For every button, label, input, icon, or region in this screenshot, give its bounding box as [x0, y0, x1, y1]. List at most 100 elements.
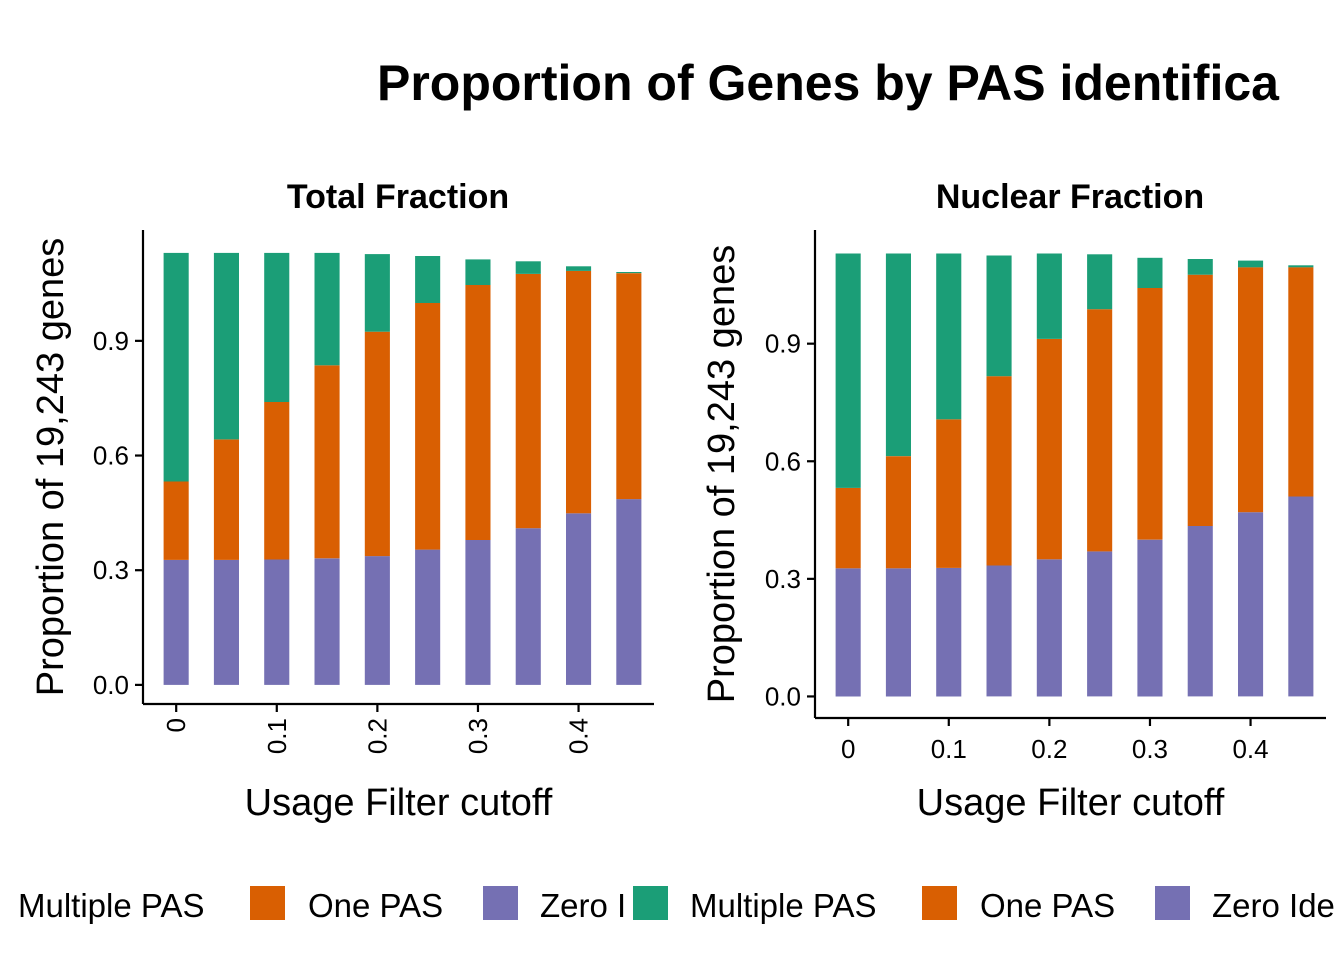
- bar-segment: [1288, 496, 1314, 697]
- bar-segment: [364, 331, 390, 557]
- bar-segment: [1238, 512, 1264, 697]
- bar-segment: [364, 556, 390, 685]
- legend-label: Multiple PAS: [18, 887, 204, 924]
- bar-segment: [465, 259, 491, 285]
- y-tick-label: 0.0: [765, 681, 801, 711]
- bar-segment: [1137, 539, 1163, 697]
- x-tick-label: 0.2: [362, 718, 392, 754]
- x-tick-label: 0.4: [1232, 734, 1268, 764]
- x-tick-label: 0: [841, 734, 855, 764]
- legend-label: One PAS: [308, 887, 443, 924]
- bar-segment: [364, 254, 390, 332]
- legend-label: One PAS: [980, 887, 1115, 924]
- y-tick-label: 0.9: [765, 329, 801, 359]
- bar-segment: [314, 365, 340, 559]
- y-axis-label: Proportion of 19,243 genes: [701, 245, 743, 703]
- bar-segment: [264, 559, 290, 685]
- bar-segment: [1187, 274, 1213, 526]
- y-tick-label: 0.6: [93, 441, 129, 471]
- bar-segment: [1137, 257, 1163, 288]
- y-tick-label: 0.9: [93, 326, 129, 356]
- x-tick-label: 0.1: [262, 718, 292, 754]
- bar-segment: [936, 253, 962, 420]
- bar-segment: [566, 513, 592, 685]
- bar-segment: [986, 376, 1012, 566]
- x-tick-label: 0.3: [463, 718, 493, 754]
- y-tick-label: 0.6: [765, 446, 801, 476]
- panel-title: Nuclear Fraction: [936, 178, 1204, 216]
- legend-key: [922, 886, 957, 920]
- x-tick-label: 0.3: [1132, 734, 1168, 764]
- bar-segment: [1036, 559, 1062, 697]
- legend-label: Zero Ide: [1212, 887, 1335, 924]
- bar-segment: [616, 499, 642, 685]
- y-axis-label: Proportion of 19,243 genes: [30, 238, 72, 696]
- bar-segment: [1087, 309, 1113, 552]
- bar-segment: [1087, 551, 1113, 697]
- bar-segment: [163, 481, 189, 560]
- bar-segment: [835, 487, 861, 569]
- bar-segment: [515, 274, 541, 529]
- bar-segment: [616, 272, 642, 274]
- x-tick-label: 0.2: [1031, 734, 1067, 764]
- bar-segment: [264, 252, 290, 402]
- legend-nuclear: Multiple PAS One PAS Zero Ide: [672, 872, 1344, 942]
- bar-segment: [213, 559, 239, 685]
- y-tick-label: 0.3: [93, 555, 129, 585]
- legend-key: [483, 886, 518, 920]
- legend-key: [633, 886, 668, 920]
- panel-nuclear-fraction: 0.0 0.3 0.6 0.9 0 0.1 0.2 0.3 0.4 Nuclear Fractio…: [701, 178, 1326, 824]
- legend-background: [672, 872, 1344, 942]
- bar-segment: [163, 252, 189, 482]
- legend-label: Multiple PAS: [690, 887, 876, 924]
- bar-segment: [1288, 265, 1314, 268]
- panel-title: Total Fraction: [287, 178, 509, 216]
- main-title: Proportion of Genes by PAS identifica: [377, 55, 1280, 111]
- bar-segment: [936, 419, 962, 568]
- bar-segment: [835, 568, 861, 697]
- legend-key: [1155, 886, 1190, 920]
- bar-segment: [1238, 267, 1264, 513]
- bar-segment: [1187, 259, 1213, 275]
- bar-segment: [415, 303, 441, 550]
- x-tick-label: 0.4: [564, 718, 594, 754]
- bar-segment: [1137, 288, 1163, 540]
- x-tick-label: 0.1: [931, 734, 967, 764]
- bar-segment: [986, 255, 1012, 377]
- bar-segment: [1238, 260, 1264, 268]
- bar-segment: [885, 456, 911, 569]
- bar-segment: [1187, 525, 1213, 697]
- legend-key: [250, 886, 285, 920]
- panel-total-fraction: 0.0 0.3 0.6 0.9 0 0.1 0.2 0.3 0.4 Total Fraction U…: [30, 178, 654, 824]
- bar-segment: [885, 568, 911, 697]
- bar-segment: [986, 565, 1012, 697]
- bar-segment: [415, 256, 441, 303]
- bar-segment: [213, 439, 239, 560]
- bar-segment: [885, 253, 911, 457]
- bar-segment: [1036, 339, 1062, 560]
- bar-segment: [515, 261, 541, 274]
- bar-segment: [835, 253, 861, 488]
- bar-segment: [616, 273, 642, 500]
- bar-segment: [314, 252, 340, 366]
- legend-total: Multiple PAS One PAS Zero I: [0, 872, 669, 942]
- bar-segment: [264, 402, 290, 560]
- x-axis-label: Usage Filter cutoff: [917, 782, 1225, 824]
- legend-label: Zero I: [540, 887, 626, 924]
- bar-segment: [936, 567, 962, 697]
- bar-segment: [566, 266, 592, 271]
- legend-background: [0, 872, 669, 942]
- bar-segment: [515, 528, 541, 685]
- bar-segment: [1036, 253, 1062, 339]
- bar-segment: [1087, 254, 1113, 310]
- bar-segment: [566, 270, 592, 514]
- bar-segment: [465, 540, 491, 685]
- y-tick-label: 0.0: [93, 670, 129, 700]
- bar-segment: [415, 549, 441, 685]
- bar-segment: [213, 252, 239, 440]
- x-tick-label: 0: [161, 718, 191, 732]
- x-axis-label: Usage Filter cutoff: [245, 782, 553, 824]
- bar-segment: [314, 558, 340, 685]
- bar-segment: [1288, 267, 1314, 497]
